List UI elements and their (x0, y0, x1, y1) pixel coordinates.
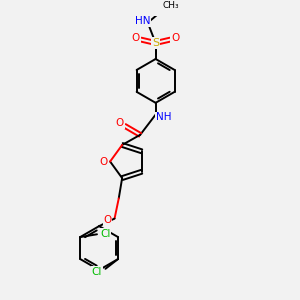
Text: O: O (103, 215, 112, 225)
Text: S: S (152, 38, 159, 48)
Text: NH: NH (156, 112, 172, 122)
Text: O: O (100, 157, 108, 166)
Text: O: O (116, 118, 124, 128)
Text: CH₃: CH₃ (163, 1, 179, 10)
Text: HN: HN (135, 16, 150, 26)
Text: Cl: Cl (92, 267, 102, 277)
Text: O: O (171, 34, 179, 44)
Text: O: O (132, 34, 140, 44)
Text: Cl: Cl (100, 229, 111, 239)
